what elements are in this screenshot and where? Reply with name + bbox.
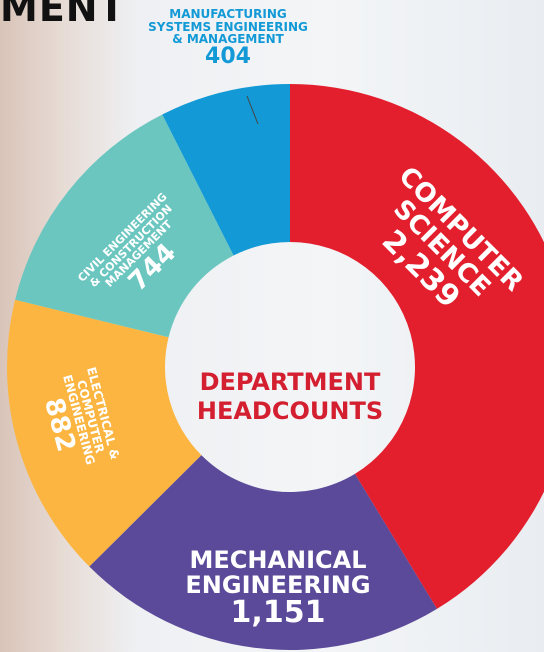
category-label: MECHANICAL ENGINEERING — [185, 545, 371, 599]
donut-segment — [89, 455, 437, 651]
segment-label: MANUFACTURING SYSTEMS ENGINEERING & MANA… — [143, 8, 313, 68]
segment-label: MECHANICAL ENGINEERING 1,151 — [163, 545, 393, 631]
leader-line — [246, 95, 259, 125]
donut-segment — [162, 84, 290, 256]
center-label: DEPARTMENT HEADCOUNTS — [196, 368, 384, 425]
value-label: 1,151 — [230, 595, 326, 631]
donut-segment — [290, 84, 544, 609]
value-label: 404 — [205, 43, 251, 69]
category-label: MANUFACTURING SYSTEMS ENGINEERING & MANA… — [148, 7, 308, 47]
donut-segment — [6, 299, 202, 567]
chart-title: MENT — [0, 0, 126, 30]
donut-segment — [15, 114, 234, 338]
